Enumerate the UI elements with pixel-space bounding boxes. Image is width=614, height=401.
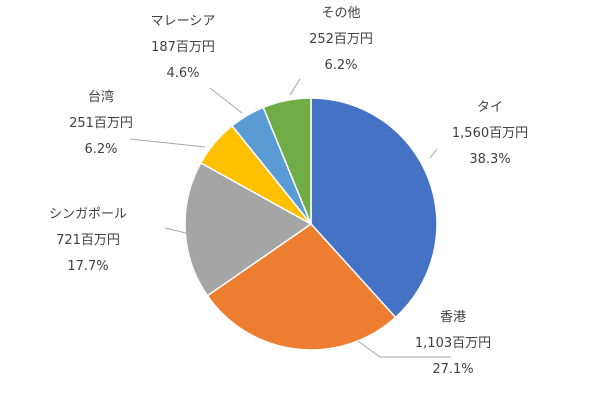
- leader-line-5: [289, 78, 301, 96]
- data-label-name-3: 台湾: [88, 89, 114, 105]
- data-label-percent-3: 6.2%: [84, 142, 117, 157]
- pie-slice-2: [184, 161, 313, 297]
- data-label-percent-5: 6.2%: [324, 58, 357, 73]
- data-label-amount-4: 187百万円: [151, 40, 215, 55]
- leader-line-4: [209, 87, 243, 114]
- data-label-percent-1: 27.1%: [432, 362, 473, 377]
- data-label-amount-1: 1,103百万円: [415, 336, 491, 351]
- data-label-name-1: 香港: [440, 310, 466, 325]
- data-label-percent-2: 17.7%: [67, 259, 108, 274]
- data-label-name-2: シンガポール: [49, 207, 127, 222]
- leader-line-2: [164, 227, 191, 235]
- data-label-name-4: マレーシア: [151, 14, 216, 29]
- data-label-name-0: タイ: [477, 100, 503, 115]
- pie-slice-1: [206, 223, 397, 351]
- data-label-percent-0: 38.3%: [469, 152, 510, 167]
- data-label-amount-5: 252百万円: [309, 32, 373, 47]
- leader-line-1: [357, 340, 451, 358]
- data-label-amount-0: 1,560百万円: [452, 126, 528, 141]
- data-label-amount-2: 721百万円: [56, 233, 120, 248]
- leader-line-3: [129, 138, 206, 148]
- data-label-percent-4: 4.6%: [166, 66, 199, 81]
- data-label-amount-3: 251百万円: [69, 116, 133, 131]
- pie-slice-0: [310, 97, 438, 319]
- leader-line-0: [429, 148, 438, 159]
- pie-slice-5: [262, 97, 312, 225]
- data-label-name-5: その他: [321, 6, 360, 21]
